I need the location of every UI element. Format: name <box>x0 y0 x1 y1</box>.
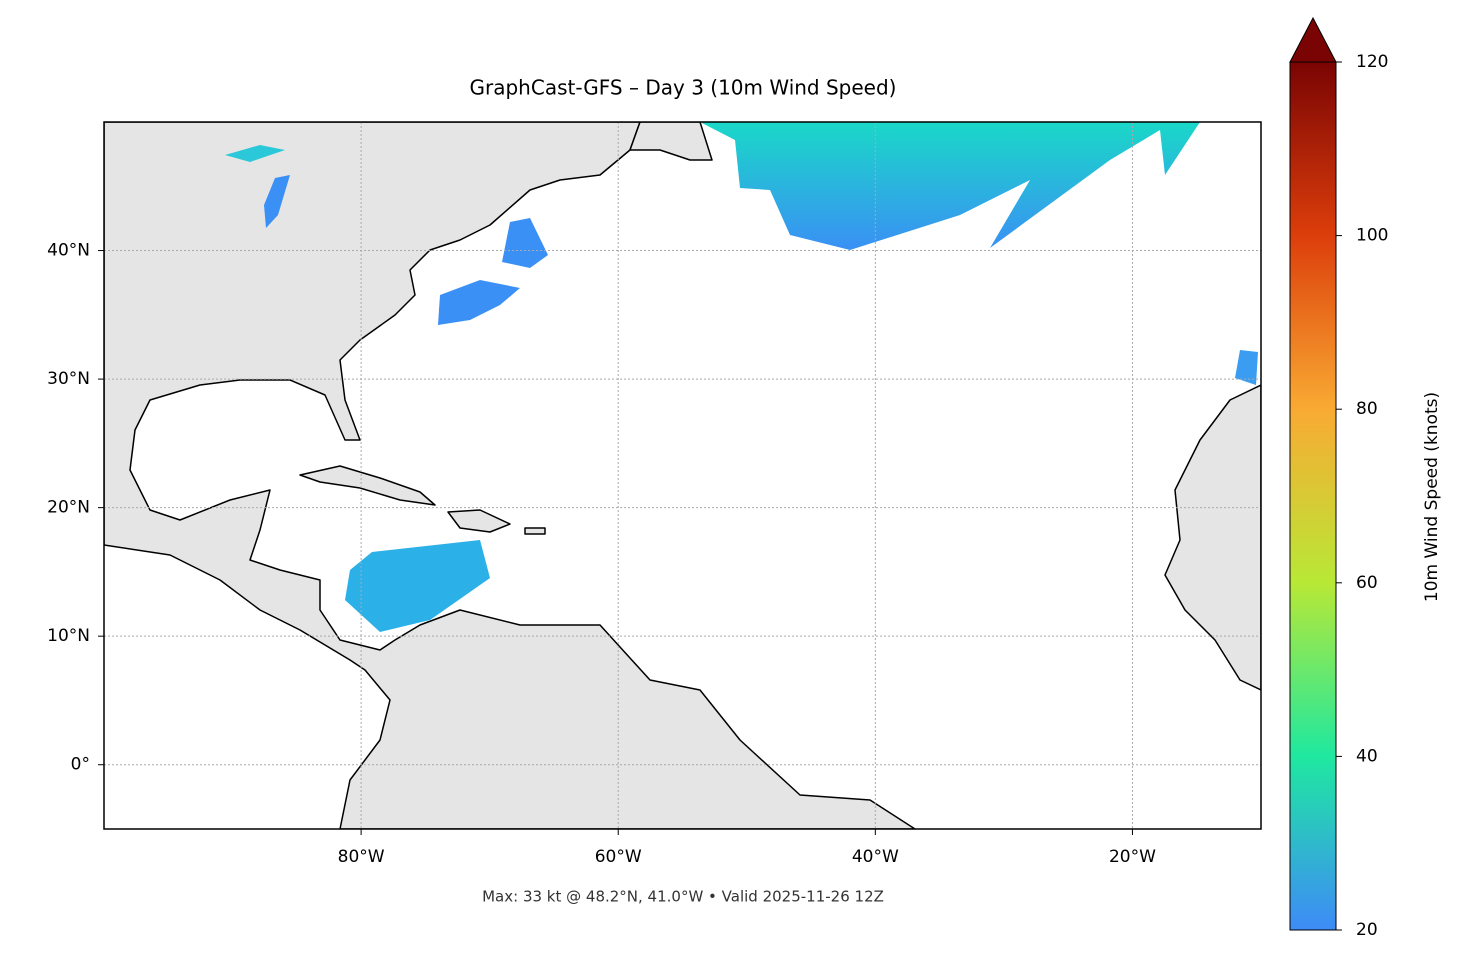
y-tick-label: 10°N <box>47 626 90 646</box>
y-tick-label: 0° <box>71 755 90 775</box>
puerto-rico <box>524 527 546 535</box>
hispaniola <box>447 509 511 533</box>
wind-area <box>502 218 548 268</box>
wind-area <box>264 175 290 228</box>
colorbar-tick-label: 120 <box>1356 52 1388 72</box>
y-tick-label: 40°N <box>47 241 90 261</box>
colorbar-label: 10m Wind Speed (knots) <box>1422 392 1442 602</box>
wind-area <box>700 122 1200 250</box>
colorbar-tick-label: 20 <box>1356 920 1378 940</box>
graticule <box>104 122 1261 829</box>
x-tick-label: 60°W <box>595 847 642 867</box>
map-area <box>104 122 1261 829</box>
colorbar <box>1289 61 1337 931</box>
colorbar-tick-label: 60 <box>1356 573 1378 593</box>
x-tick-label: 80°W <box>338 847 385 867</box>
wind-area <box>1235 350 1258 385</box>
colorbar-tick-label: 80 <box>1356 399 1378 419</box>
newfoundland <box>629 122 713 161</box>
colorbar-tick-label: 40 <box>1356 746 1378 766</box>
cuba <box>299 465 436 506</box>
map-frame <box>103 121 1262 830</box>
wind-area <box>225 145 285 162</box>
americas <box>104 122 916 829</box>
x-tick-label: 20°W <box>1109 847 1156 867</box>
africa <box>1164 384 1261 691</box>
footnote: Max: 33 kt @ 48.2°N, 41.0°W • Valid 2025… <box>482 888 884 906</box>
wind-area <box>438 280 520 325</box>
colorbar-tick-label: 100 <box>1356 226 1388 246</box>
wind-area <box>345 540 490 632</box>
x-tick-label: 40°W <box>852 847 899 867</box>
map-title: GraphCast-GFS – Day 3 (10m Wind Speed) <box>470 76 897 100</box>
y-tick-label: 20°N <box>47 498 90 518</box>
y-tick-label: 30°N <box>47 369 90 389</box>
colorbar-extension <box>1289 16 1337 63</box>
